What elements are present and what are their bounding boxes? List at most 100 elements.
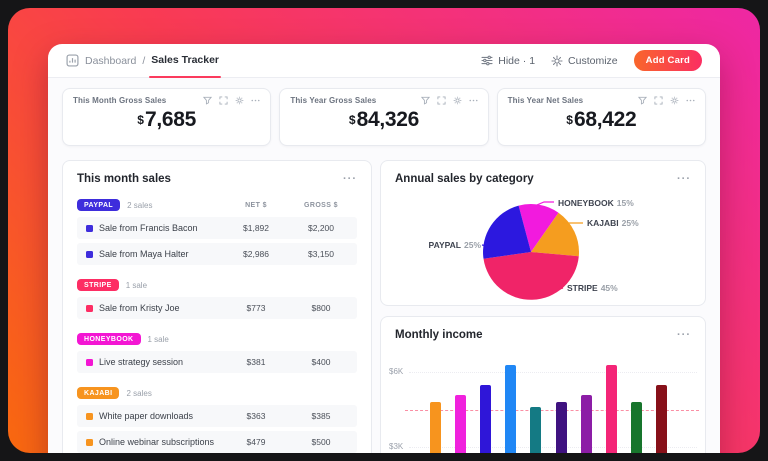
expand-icon[interactable] [437,96,446,105]
card-title: This month sales [77,173,171,185]
sale-name: Sale from Kristy Joe [99,303,180,313]
kpi-value: $68,422 [566,108,637,131]
pie-chart [481,201,583,300]
table-row[interactable]: Sale from Francis Bacon $1,892 $2,200 [77,217,357,239]
annual-sales-pie-card: Annual sales by category ··· HONEYBOOK 15… [380,160,706,306]
kpi-value: $84,326 [348,108,420,131]
pie-label-paypal: PAYPAL 25% [428,240,481,250]
table-row[interactable]: White paper downloads $363 $385 [77,405,357,427]
filter-icon[interactable] [637,96,647,105]
net-value: $2,986 [243,249,269,259]
bar-month-5[interactable] [530,407,541,453]
table-row[interactable]: Live strategy session $381 $400 [77,351,357,373]
gridline [409,447,697,448]
table-row[interactable]: Online webinar subscriptions $479 $500 [77,431,357,453]
net-value: $773 [246,303,266,313]
y-axis-tick: $6K [389,367,404,376]
gear-icon[interactable] [235,96,244,105]
gear-icon [551,54,563,67]
row-color-square [86,358,93,366]
row-color-square [86,224,93,232]
group-count: 1 sale [147,334,169,344]
more-icon[interactable] [251,96,260,105]
more-options-icon[interactable]: ··· [677,173,691,185]
bar-month-8[interactable] [606,364,617,453]
filter-icon[interactable] [203,96,213,105]
bar-month-6[interactable] [556,402,567,453]
sales-group-paypal: PAYPAL 2 sales NET $ GROSS $ Sale from Franc… [77,197,357,265]
more-options-icon[interactable]: ··· [677,329,691,341]
gradient-background: Dashboard / Sales Tracker Hide · 1 [8,8,760,453]
group-badge[interactable]: KAJABI [77,387,120,399]
more-icon[interactable] [686,96,695,105]
pie-slice-paypal[interactable] [483,205,531,259]
add-card-button[interactable]: Add Card [633,50,702,71]
group-badge[interactable]: PAYPAL [77,199,121,211]
bar-month-3[interactable] [480,384,491,453]
net-value: $381 [246,357,266,367]
dashboard-body: This Month Gross Sales $7,685 This Year … [48,78,720,453]
group-count: 2 sales [126,388,152,398]
breadcrumb: Dashboard / Sales Tracker [66,54,222,78]
gear-icon[interactable] [670,96,679,105]
pie-label-kajabi: KAJABI 25% [587,218,639,228]
expand-icon[interactable] [654,96,663,105]
customize-button[interactable]: Customize [551,55,618,67]
group-badge[interactable]: HONEYBOOK [77,333,141,345]
breadcrumb-root[interactable]: Dashboard [85,54,137,67]
bar-month-4[interactable] [505,364,516,453]
gridline [409,372,697,373]
monthly-income-bar-card: Monthly income ··· $6K $3K [380,316,706,453]
more-options-icon[interactable]: ··· [343,173,357,185]
row-color-square [86,250,93,258]
kpi-card-year-gross: This Year Gross Sales $84,326 [279,88,489,146]
breadcrumb-current[interactable]: Sales Tracker [149,54,222,78]
table-row[interactable]: Sale from Maya Halter $2,986 $3,150 [77,243,357,265]
table-row[interactable]: Sale from Kristy Joe $773 $800 [77,297,357,319]
card-title: Annual sales by category [395,173,534,185]
gross-value: $3,150 [308,249,334,259]
filters-icon [481,55,493,66]
sales-group-honeybook: HONEYBOOK 1 sale Live strategy session $381… [77,331,357,373]
sale-name: White paper downloads [99,411,194,421]
pie-label-stripe: STRIPE 45% [567,283,618,293]
gross-value: $800 [311,303,331,313]
dashboard-header: Dashboard / Sales Tracker Hide · 1 [48,44,720,78]
net-value: $1,892 [243,223,269,233]
expand-icon[interactable] [219,96,228,105]
kpi-card-month-gross: This Month Gross Sales $7,685 [62,88,272,146]
kpi-row: This Month Gross Sales $7,685 This Year … [62,88,706,146]
pie-label-honeybook: HONEYBOOK 15% [558,198,634,208]
group-badge[interactable]: STRIPE [77,279,119,291]
sales-groups: PAYPAL 2 sales NET $ GROSS $ Sale from Franc… [77,197,357,453]
pie-callout-line [481,244,496,248]
bar-month-9[interactable] [631,402,642,453]
group-count: 2 sales [127,200,153,210]
pie-callout-line [531,201,554,208]
bar-month-10[interactable] [656,384,667,453]
bar-month-7[interactable] [581,394,592,453]
kpi-title: This Month Gross Sales [73,96,167,105]
hide-button[interactable]: Hide · 1 [481,55,535,67]
gross-value: $2,200 [308,223,334,233]
pie-slice-stripe[interactable] [483,252,579,300]
sales-group-stripe: STRIPE 1 sale Sale from Kristy Joe $773 $800 [77,277,357,319]
active-tab-underline [149,75,222,78]
group-count: 1 sale [125,280,148,290]
bar-month-1[interactable] [430,402,441,453]
kpi-value: $7,685 [137,108,197,131]
pie-slice-honeybook[interactable] [518,203,559,252]
more-icon[interactable] [469,96,478,105]
gross-value: $385 [311,411,331,421]
bar-month-2[interactable] [455,394,466,453]
net-value: $363 [246,411,266,421]
gear-icon[interactable] [453,96,462,105]
column-header: GROSS $ [304,201,338,209]
kpi-title: This Year Net Sales [507,96,584,105]
sale-name: Sale from Maya Halter [99,249,189,259]
net-value: $479 [246,437,266,447]
filter-icon[interactable] [420,96,430,105]
dashboard-window: Dashboard / Sales Tracker Hide · 1 [48,44,720,453]
gross-value: $400 [311,357,331,367]
sale-name: Live strategy session [99,357,184,367]
